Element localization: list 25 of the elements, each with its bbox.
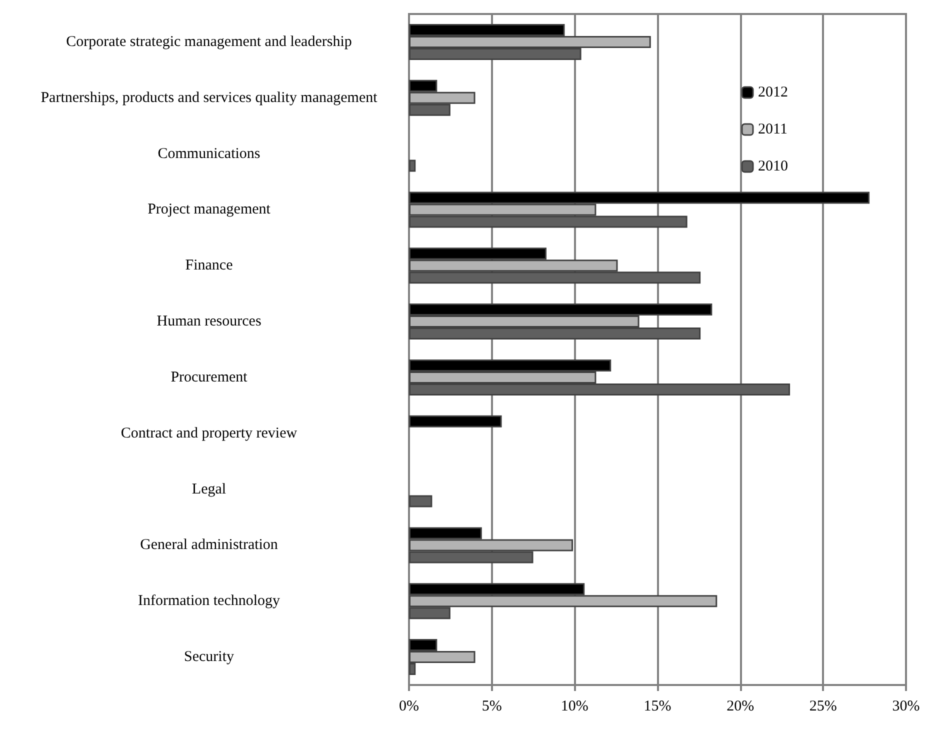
y-tick-label: Human resources [156, 314, 262, 330]
bar [409, 495, 432, 508]
legend-label: 2012 [758, 84, 788, 100]
y-tick-label: Finance [185, 258, 234, 274]
x-tick-label: 10% [560, 698, 588, 714]
y-tick-label: Communications [158, 146, 260, 162]
y-tick-label: Information technology [138, 593, 281, 610]
y-tick-label: Partnerships, products and services quality management [40, 90, 378, 106]
y-tick-label: Security [184, 649, 234, 666]
y-tick-label: Corporate strategic management and leadership [66, 34, 352, 50]
x-tick-label: 30% [892, 698, 920, 714]
x-tick-label: 25% [809, 698, 837, 714]
x-tick-label: 0% [399, 698, 419, 714]
x-tick-label: 5% [482, 698, 502, 714]
y-tick-label: Contract and property review [120, 425, 298, 442]
x-tick-label: 15% [644, 698, 672, 714]
legend-label: 2010 [758, 158, 788, 174]
y-tick-label: General administration [140, 537, 278, 554]
y-tick-label: Legal [192, 481, 226, 498]
y-tick-label: Project management [148, 202, 272, 218]
legend-label: 2011 [758, 122, 788, 138]
y-tick-label: Procurement [170, 369, 248, 386]
bar [409, 160, 416, 172]
bar [409, 415, 502, 428]
x-tick-label: 20% [726, 698, 754, 714]
